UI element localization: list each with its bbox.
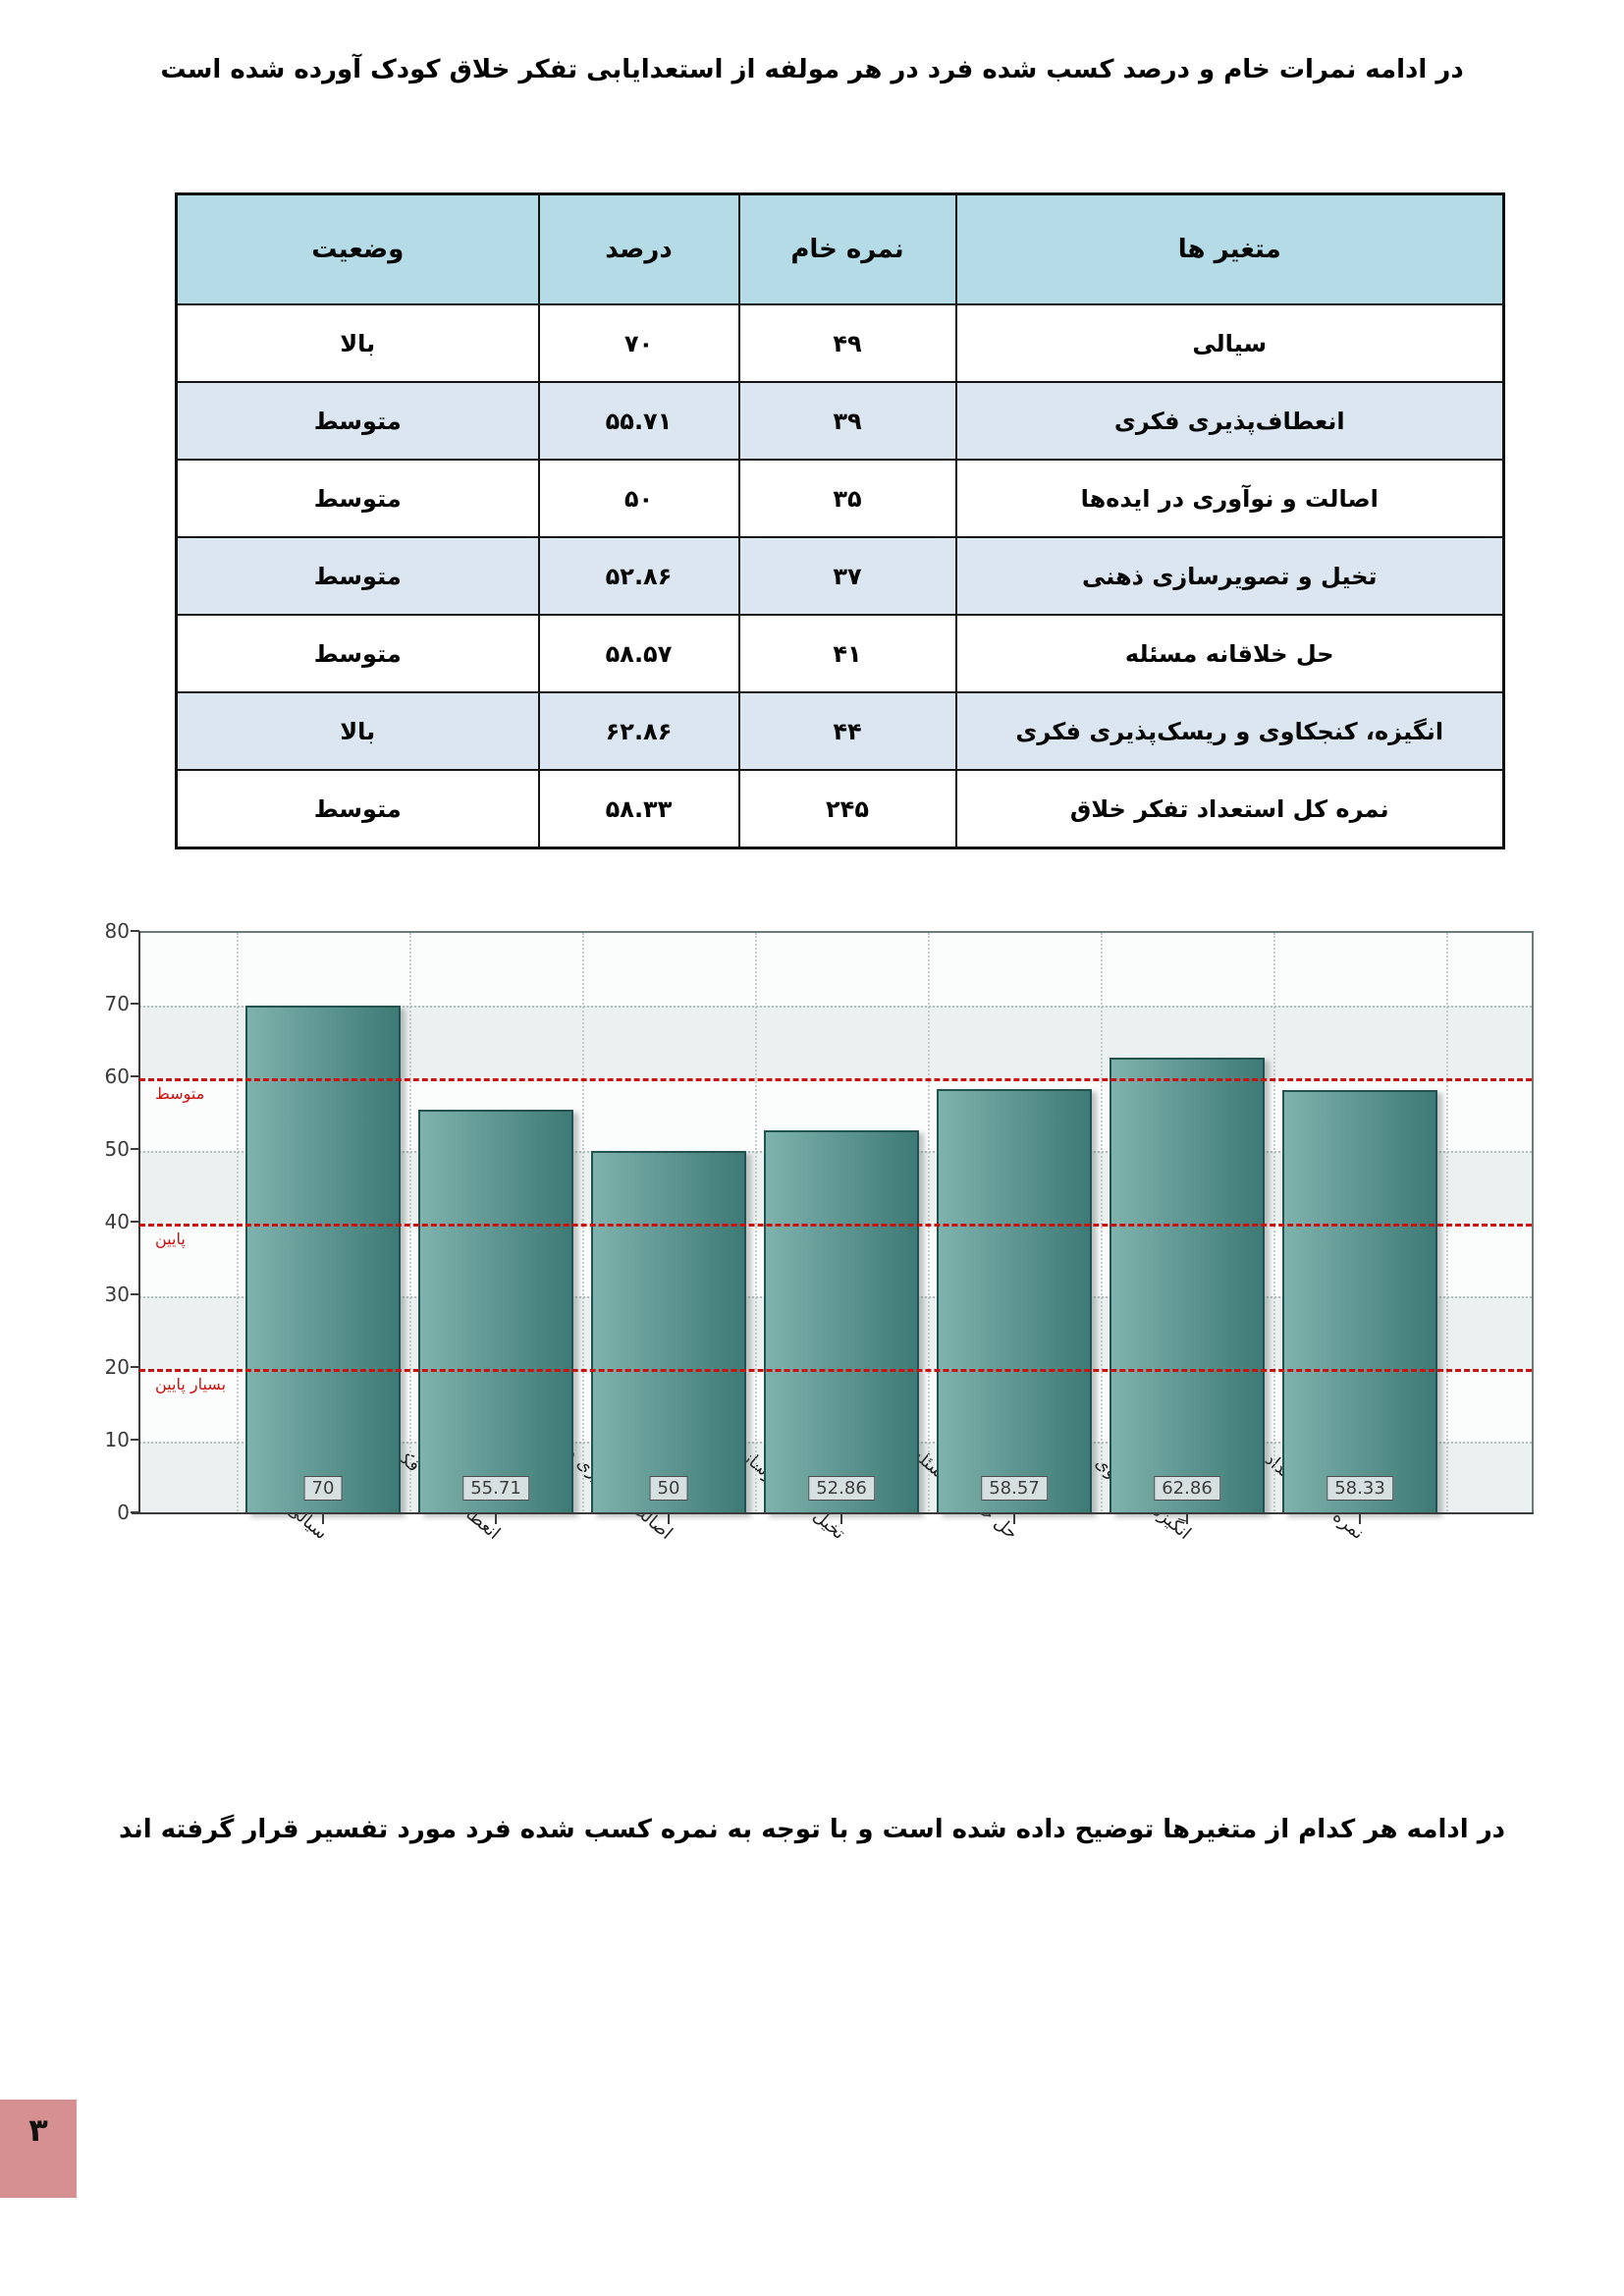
percent-cell: ۵۵.۷۱ bbox=[537, 381, 740, 461]
table-body: سیالی ۴۹ ۷۰ بالا انعطاف‌پذیری فکری ۳۹ ۵۵.۷۱ متو… bbox=[175, 303, 1505, 849]
y-axis-tick bbox=[131, 1003, 139, 1005]
reference-line bbox=[139, 1078, 1532, 1081]
x-axis-tick bbox=[495, 1514, 497, 1524]
status-cell: متوسط bbox=[175, 459, 540, 538]
page-number-badge: ۳ bbox=[0, 2100, 77, 2198]
column-header-2: درصد bbox=[537, 192, 740, 305]
raw-score-cell: ۳۵ bbox=[737, 459, 957, 538]
raw-score-cell: ۴۱ bbox=[737, 614, 957, 693]
y-axis-label: 40 bbox=[104, 1210, 130, 1233]
table-row: انگیزه، کنجکاوی و ریسک‌پذیری فکری ۴۴ ۶۲.۸۶… bbox=[175, 691, 1505, 771]
status-cell: بالا bbox=[175, 303, 540, 383]
footer-text: در ادامه هر کدام از متغیرها توضیح داده ش… bbox=[118, 1815, 1506, 1844]
raw-score-cell: ۲۴۵ bbox=[737, 769, 957, 849]
x-axis-tick bbox=[322, 1514, 324, 1524]
chart-bar bbox=[418, 1109, 573, 1514]
y-axis-label: 70 bbox=[104, 992, 130, 1015]
status-cell: متوسط bbox=[175, 381, 540, 461]
percent-cell: ۵۸.۳۳ bbox=[537, 769, 740, 849]
table-header-row: متغیر ها نمره خام درصد وضعیت bbox=[175, 192, 1505, 305]
chart-bar bbox=[764, 1129, 919, 1514]
chart-bar bbox=[1110, 1057, 1265, 1514]
status-cell: بالا bbox=[175, 691, 540, 771]
y-axis-label: 0 bbox=[117, 1501, 130, 1524]
y-axis-tick bbox=[131, 930, 139, 932]
y-axis-label: 50 bbox=[104, 1137, 130, 1161]
x-axis-tick bbox=[1013, 1514, 1015, 1524]
raw-score-cell: ۴۴ bbox=[737, 691, 957, 771]
percent-cell: ۵۸.۵۷ bbox=[537, 614, 740, 693]
column-header-0: متغیر ها bbox=[954, 192, 1505, 305]
column-header-3: وضعیت bbox=[175, 192, 540, 305]
table-row: نمره کل استعداد تفکر خلاق ۲۴۵ ۵۸.۳۳ متوسط bbox=[175, 769, 1505, 849]
background-band bbox=[139, 933, 1532, 1006]
zone-label: متوسط bbox=[155, 1084, 205, 1103]
x-axis-tick bbox=[1359, 1514, 1361, 1524]
table-row: حل خلاقانه مسئله ۴۱ ۵۸.۵۷ متوسط bbox=[175, 614, 1505, 693]
intro-text: در ادامه نمرات خام و درصد کسب شده فرد در… bbox=[160, 55, 1464, 84]
variable-cell: انعطاف‌پذیری فکری bbox=[954, 381, 1505, 461]
variable-cell: انگیزه، کنجکاوی و ریسک‌پذیری فکری bbox=[954, 691, 1505, 771]
percent-cell: ۶۲.۸۶ bbox=[537, 691, 740, 771]
raw-score-cell: ۳۹ bbox=[737, 381, 957, 461]
y-axis-tick bbox=[131, 1439, 139, 1441]
bar-value-label: 62.86 bbox=[1154, 1476, 1220, 1501]
bar-value-label: 58.57 bbox=[981, 1476, 1048, 1501]
horizontal-gridline bbox=[139, 1006, 1532, 1008]
y-axis-tick bbox=[131, 1075, 139, 1077]
status-cell: متوسط bbox=[175, 769, 540, 849]
chart-bar bbox=[937, 1088, 1092, 1514]
reference-line bbox=[139, 1369, 1532, 1372]
variable-cell: تخیل و تصویرسازی ذهنی bbox=[954, 536, 1505, 616]
status-cell: متوسط bbox=[175, 614, 540, 693]
variable-cell: سیالی bbox=[954, 303, 1505, 383]
bar-value-label: 52.86 bbox=[808, 1476, 875, 1501]
chart-bar bbox=[245, 1006, 401, 1514]
bar-value-label: 70 bbox=[303, 1476, 343, 1501]
variable-cell: حل خلاقانه مسئله bbox=[954, 614, 1505, 693]
y-axis-tick bbox=[131, 1366, 139, 1368]
percent-cell: ۷۰ bbox=[537, 303, 740, 383]
y-axis-tick bbox=[131, 1511, 139, 1513]
zone-label: پایین bbox=[155, 1230, 186, 1248]
bar-value-label: 55.71 bbox=[462, 1476, 529, 1501]
table-row: انعطاف‌پذیری فکری ۳۹ ۵۵.۷۱ متوسط bbox=[175, 381, 1505, 461]
zone-label: بسیار پایین bbox=[155, 1375, 227, 1394]
x-axis-tick bbox=[668, 1514, 670, 1524]
chart-bar bbox=[591, 1151, 746, 1514]
table-row: تخیل و تصویرسازی ذهنی ۳۷ ۵۲.۸۶ متوسط bbox=[175, 536, 1505, 616]
table-head: متغیر ها نمره خام درصد وضعیت bbox=[175, 192, 1505, 305]
variable-cell: اصالت و نوآوری در ایده‌ها bbox=[954, 459, 1505, 538]
reference-line bbox=[139, 1224, 1532, 1227]
status-cell: متوسط bbox=[175, 536, 540, 616]
y-axis-label: 60 bbox=[104, 1065, 130, 1088]
y-axis-tick bbox=[131, 1221, 139, 1223]
y-axis-label: 80 bbox=[104, 919, 130, 943]
chart-bar bbox=[1282, 1090, 1437, 1514]
percent-cell: ۵۰ bbox=[537, 459, 740, 538]
y-axis-label: 20 bbox=[104, 1355, 130, 1379]
chart-plot-area bbox=[139, 931, 1534, 1514]
variable-cell: نمره کل استعداد تفکر خلاق bbox=[954, 769, 1505, 849]
percent-cell: ۵۲.۸۶ bbox=[537, 536, 740, 616]
table-row: اصالت و نوآوری در ایده‌ها ۳۵ ۵۰ متوسط bbox=[175, 459, 1505, 538]
column-header-1: نمره خام bbox=[737, 192, 957, 305]
y-axis-tick bbox=[131, 1293, 139, 1295]
table-row: سیالی ۴۹ ۷۰ بالا bbox=[175, 303, 1505, 383]
raw-score-cell: ۳۷ bbox=[737, 536, 957, 616]
bar-value-label: 50 bbox=[649, 1476, 688, 1501]
bar-value-label: 58.33 bbox=[1326, 1476, 1393, 1501]
raw-score-cell: ۴۹ bbox=[737, 303, 957, 383]
x-axis-tick bbox=[1186, 1514, 1188, 1524]
y-axis-tick bbox=[131, 1148, 139, 1150]
scores-table: متغیر ها نمره خام درصد وضعیت سیالی ۴۹ ۷۰ بالا ان… bbox=[175, 192, 1505, 849]
x-axis-line bbox=[132, 1512, 1534, 1514]
y-axis-line bbox=[138, 931, 140, 1514]
y-axis-label: 10 bbox=[104, 1428, 130, 1451]
x-axis-tick bbox=[840, 1514, 842, 1524]
y-axis-label: 30 bbox=[104, 1283, 130, 1306]
page-number: ۳ bbox=[28, 2111, 48, 2149]
